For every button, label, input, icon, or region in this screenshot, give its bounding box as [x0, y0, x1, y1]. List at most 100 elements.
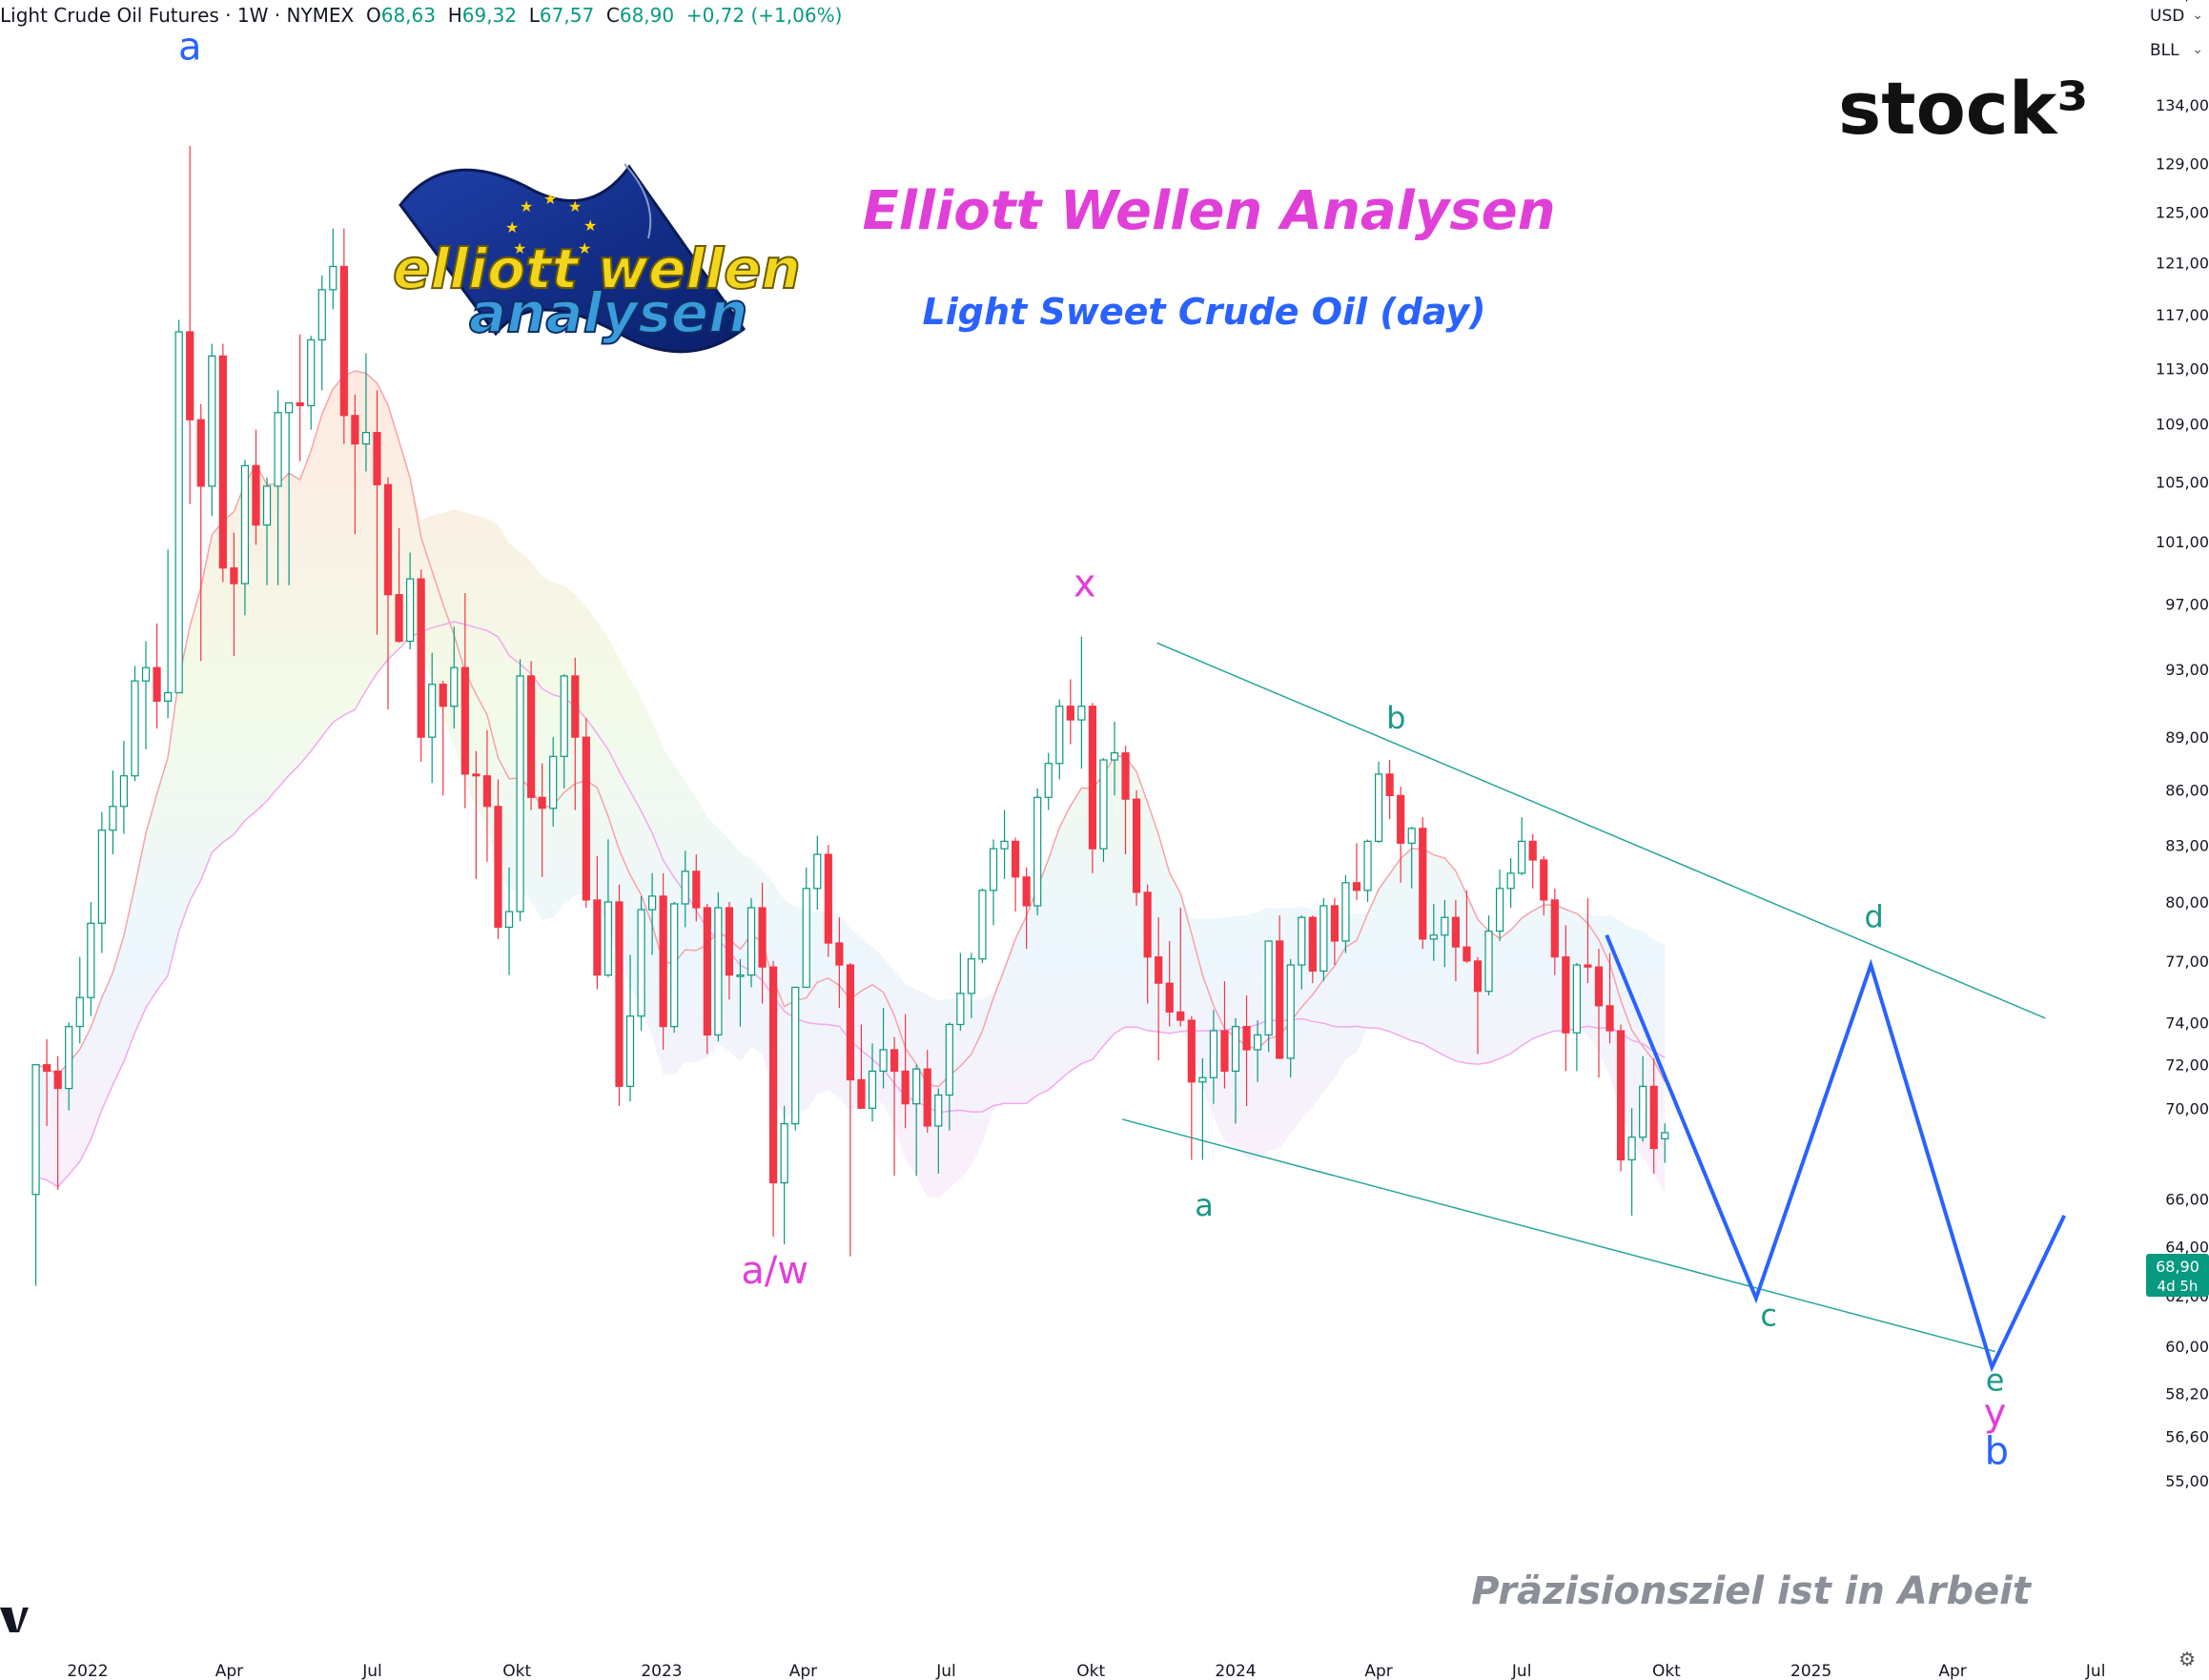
candle-body: [934, 1094, 943, 1127]
candle: [625, 954, 635, 1102]
price-tick-label: 66,00: [2165, 1191, 2209, 1209]
candle-body: [1627, 1137, 1636, 1161]
candle: [1066, 679, 1074, 745]
candle-body: [879, 1049, 888, 1073]
svg-text:★: ★: [578, 239, 591, 257]
price-tick-label: 83,00: [2165, 836, 2209, 854]
symbol-name: Light Crude Oil Futures: [0, 4, 219, 27]
candle: [252, 429, 260, 545]
time-tick-label: 2025: [1790, 1662, 1831, 1680]
candle: [714, 891, 723, 1042]
candle: [835, 917, 844, 1009]
candle: [1550, 888, 1559, 975]
price-tick-label: 105,00: [2156, 473, 2209, 491]
price-tick-label: 74,00: [2165, 1014, 2209, 1032]
candle: [361, 353, 371, 472]
candle-body: [87, 922, 95, 998]
candle-body: [1264, 940, 1273, 1036]
currency-selector[interactable]: USD ⌄: [2142, 4, 2209, 31]
candle-body: [571, 675, 580, 738]
svg-text:★: ★: [513, 239, 526, 257]
candle-body: [1473, 960, 1483, 993]
last-price-badge: 68,90 4d 5h: [2146, 1254, 2209, 1297]
candle-body: [186, 331, 194, 420]
candle-body: [1231, 1026, 1240, 1073]
candle-body: [1132, 798, 1141, 893]
candle: [1198, 1057, 1207, 1160]
candle-body: [1594, 966, 1604, 1007]
time-tick-label: Okt: [502, 1662, 531, 1680]
wave-label: e: [1986, 1362, 2005, 1399]
candle: [1495, 869, 1504, 941]
candle: [87, 901, 95, 1016]
candle: [164, 549, 173, 719]
candle: [450, 626, 459, 729]
candle-body: [1121, 752, 1130, 800]
candle-body: [1572, 964, 1582, 1034]
candle: [186, 145, 194, 504]
candle: [1330, 897, 1340, 966]
price-tick-label: 86,00: [2165, 782, 2209, 800]
candle: [1099, 758, 1108, 862]
candle-body: [262, 485, 272, 526]
candle: [460, 593, 469, 809]
candle: [383, 477, 393, 710]
settings-icon[interactable]: ⚙: [2178, 1648, 2196, 1670]
high-value: 69,32: [461, 4, 518, 27]
time-axis[interactable]: 2022 Apr Jul Okt 2023 Apr Jul Okt 2024 Apr Jul Okt 2…: [67, 1662, 2105, 1680]
price-tick-label: 55,00: [2165, 1472, 2209, 1490]
candle-body: [450, 666, 459, 707]
svg-text:★: ★: [543, 190, 557, 208]
candle-body: [1044, 763, 1053, 798]
candle-body: [472, 773, 481, 777]
footer-note: Präzisionsziel ist in Arbeit: [1471, 1569, 2033, 1613]
candle: [1484, 915, 1493, 996]
candle: [1088, 703, 1097, 873]
candle-body: [681, 871, 689, 905]
chart-subtitle: Light Sweet Crude Oil (day): [923, 291, 1486, 333]
candle: [1143, 884, 1152, 1004]
unit-selector[interactable]: BLL ⌄: [2142, 38, 2209, 65]
candle-body: [538, 796, 546, 809]
candle-body: [383, 483, 393, 596]
candle-body: [615, 901, 624, 1087]
candle-body: [406, 578, 415, 643]
candle-body: [109, 806, 117, 831]
candle: [218, 343, 227, 583]
candle: [1044, 752, 1053, 810]
candle-body: [1649, 1085, 1658, 1150]
candle: [1308, 915, 1317, 984]
price-tick-label: 58,20: [2165, 1384, 2209, 1403]
badge-line1: elliott wellen: [393, 236, 801, 301]
time-tick-label: Apr: [1364, 1662, 1392, 1680]
candle-body: [1495, 888, 1504, 932]
candle-body: [1374, 773, 1383, 842]
candle-body: [527, 675, 536, 798]
candle-body: [989, 848, 998, 891]
svg-text:★: ★: [505, 218, 519, 236]
candle-body: [1176, 1011, 1185, 1021]
candle-body: [670, 903, 679, 1028]
candle-body: [1451, 916, 1461, 948]
price-tick-label: 134,00: [2156, 96, 2209, 114]
time-tick-label: 2024: [1215, 1662, 1256, 1680]
candle-body: [725, 907, 734, 976]
candle-body: [945, 1023, 953, 1096]
candle-body: [208, 355, 216, 487]
candle-body: [923, 1068, 931, 1127]
candle-body: [317, 289, 326, 341]
price-tick-label: 60,00: [2165, 1338, 2209, 1356]
candle-body: [31, 1064, 40, 1196]
candle: [1242, 995, 1251, 1107]
candle: [1661, 1123, 1669, 1163]
symbol-header[interactable]: Light Crude Oil Futures · 1W · NYMEX O68…: [0, 4, 843, 27]
price-tick-label: 56,60: [2165, 1428, 2209, 1446]
candle: [1033, 788, 1042, 916]
candle-body: [1397, 794, 1405, 844]
candle: [439, 681, 447, 796]
candle: [593, 856, 602, 990]
candle-body: [153, 666, 161, 702]
wave-label: b: [1386, 700, 1405, 736]
close-label: C: [605, 4, 620, 27]
